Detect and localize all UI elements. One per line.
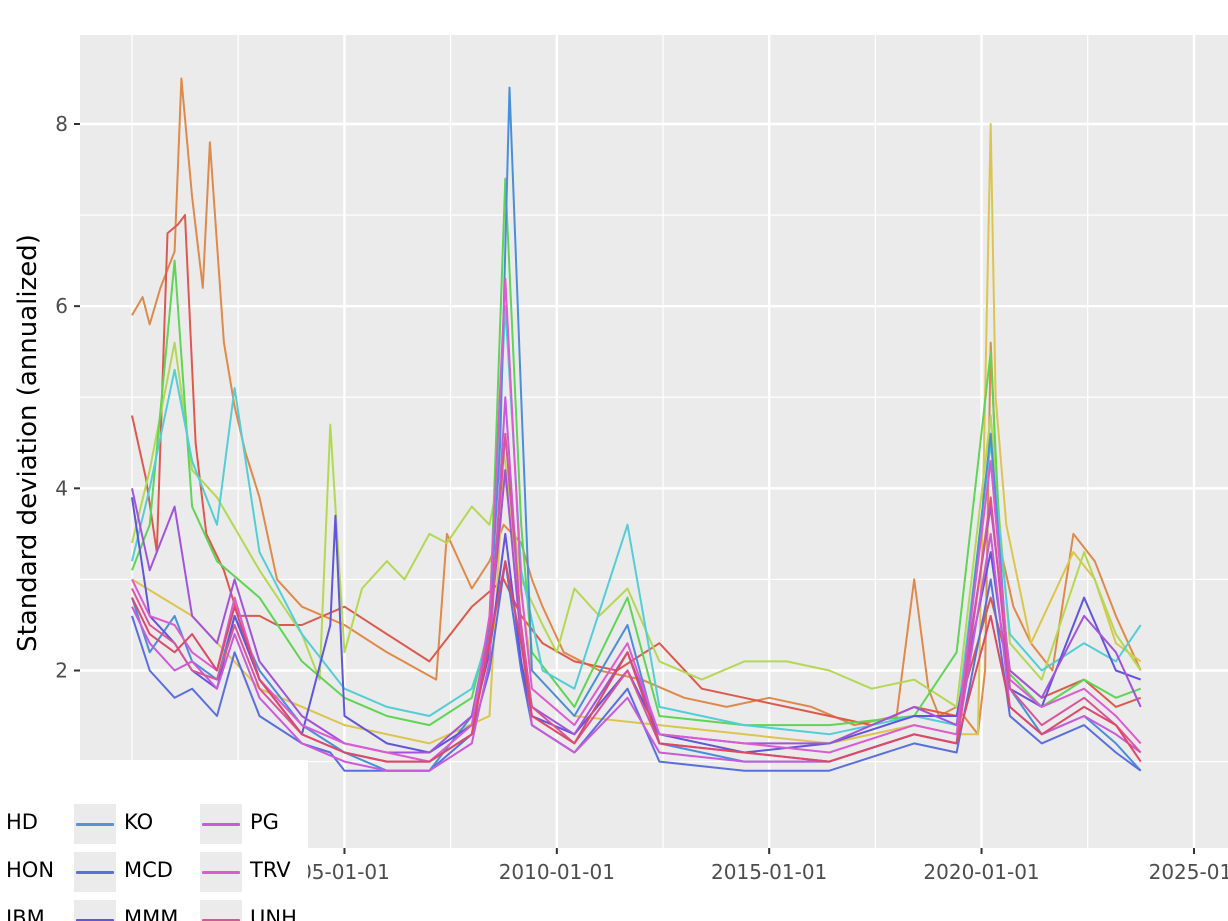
- legend-label: UNH: [250, 906, 297, 921]
- legend-key-line: [202, 871, 240, 874]
- y-tick-label: 6: [55, 294, 68, 318]
- x-tick-label: 2020-01-01: [923, 860, 1039, 884]
- plot-panel: [80, 35, 1228, 848]
- series-line-13: [131, 432, 1142, 763]
- legend-label: HON: [6, 858, 55, 882]
- legend-key: [200, 852, 242, 892]
- series-line-11: [131, 396, 1142, 772]
- x-tick-label: 2015-01-01: [711, 860, 827, 884]
- legend-key: [74, 900, 116, 921]
- y-tick-label: 2: [55, 659, 68, 683]
- legend-item-pg: PG: [200, 804, 308, 844]
- legend-item-hon: HON: [6, 852, 126, 892]
- x-axis: 05-01-01 2010-01-01 2015-01-01 2020-01-01 20…: [299, 848, 1228, 884]
- legend-label: TRV: [250, 858, 291, 882]
- series-lines: [131, 77, 1142, 772]
- y-tick-label: 4: [55, 476, 68, 500]
- legend-item-ibm: IBM: [6, 900, 126, 921]
- series-line-14: [131, 560, 1142, 763]
- legend-item-ko: KO: [74, 804, 194, 844]
- legend-label: IBM: [6, 906, 45, 921]
- legend-item-unh: UNH: [200, 900, 308, 921]
- x-tick-label: 2025-01-: [1149, 860, 1228, 884]
- y-axis-title: Standard deviation (annualized): [13, 234, 43, 652]
- legend: HD HON IBM KO MCD MMM PG TRV UNH: [0, 760, 308, 921]
- legend-label: MMM: [124, 906, 179, 921]
- legend-key-line: [76, 919, 114, 921]
- legend-key: [200, 900, 242, 921]
- legend-item-mcd: MCD: [74, 852, 194, 892]
- legend-key-line: [76, 823, 114, 826]
- legend-label: HD: [6, 810, 38, 834]
- x-tick-label: 05-01-01: [299, 860, 390, 884]
- legend-label: KO: [124, 810, 154, 834]
- series-line-4: [131, 341, 1142, 708]
- legend-key: [200, 804, 242, 844]
- series-line-1: [131, 77, 1142, 736]
- legend-item-trv: TRV: [200, 852, 308, 892]
- legend-label: MCD: [124, 858, 173, 882]
- legend-key: [74, 804, 116, 844]
- legend-item-hd: HD: [6, 804, 126, 844]
- legend-item-mmm: MMM: [74, 900, 194, 921]
- series-line-12: [131, 277, 1142, 763]
- legend-key-line: [202, 919, 240, 921]
- y-tick-label: 8: [55, 112, 68, 136]
- y-axis: 2 4 6 8: [55, 112, 80, 683]
- legend-key: [74, 852, 116, 892]
- x-tick-label: 2010-01-01: [499, 860, 615, 884]
- series-line-9: [131, 497, 1142, 754]
- legend-key-line: [76, 871, 114, 874]
- series-line-3: [131, 123, 1142, 745]
- series-line-8: [131, 560, 1142, 772]
- legend-key-line: [202, 823, 240, 826]
- legend-label: PG: [250, 810, 279, 834]
